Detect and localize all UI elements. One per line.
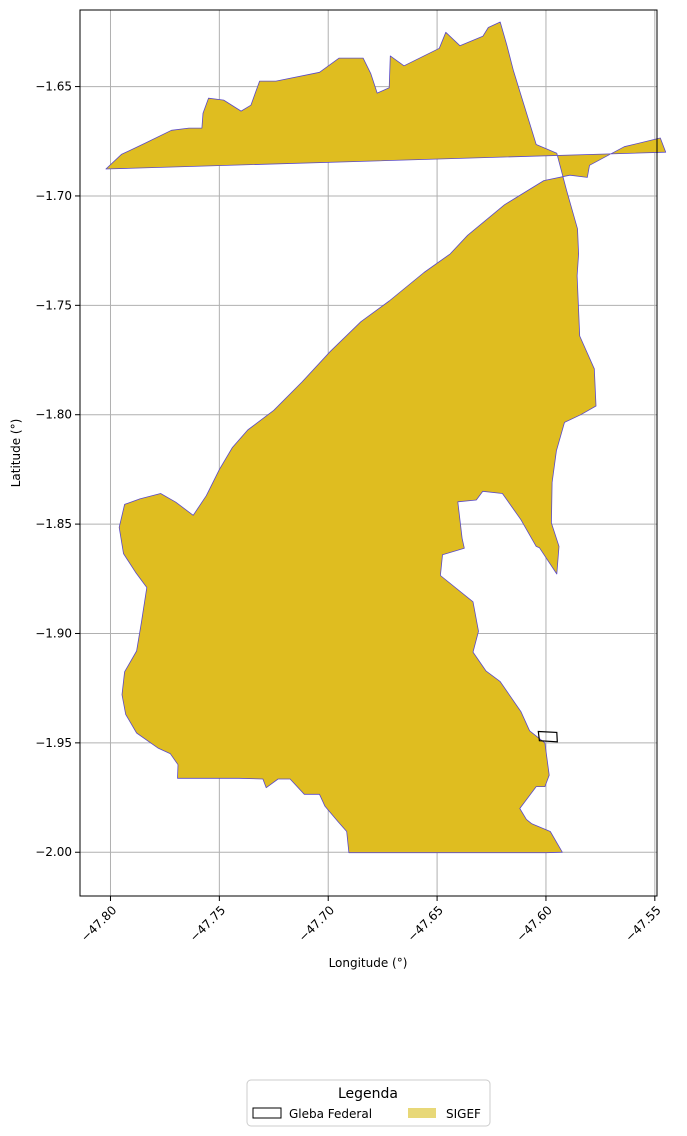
legend: Legenda Gleba Federal SIGEF (246, 1079, 491, 1127)
legend-title: Legenda (338, 1086, 398, 1102)
x-axis-label: Longitude (°) (329, 956, 408, 970)
y-tick-label: −1.90 (35, 626, 72, 640)
x-tick-label: −47.55 (622, 903, 663, 944)
plot-frame (79, 9, 658, 897)
gleba-federal-polygon (537, 730, 558, 743)
sigef-polygon (105, 21, 667, 854)
plot-area: −47.80 −47.75 −47.70 −47.65 −47.60 −47.55 −1.6… (35, 9, 667, 944)
legend-swatch-gleba-federal (252, 1107, 282, 1119)
x-tick-label: −47.65 (405, 903, 446, 944)
y-tick-label: −1.85 (35, 517, 72, 531)
legend-label-sigef: SIGEF (446, 1107, 481, 1121)
polygon-layer (105, 21, 667, 854)
x-tick-label: −47.75 (187, 903, 228, 944)
x-tick-label: −47.70 (296, 903, 337, 944)
x-tick-label: −47.80 (78, 903, 119, 944)
y-axis-label: Latitude (°) (9, 419, 23, 488)
x-tick-label: −47.60 (514, 903, 555, 944)
y-tick-label: −1.65 (35, 80, 72, 94)
y-tick-label: −2.00 (35, 845, 72, 859)
legend-label-gleba-federal: Gleba Federal (289, 1107, 372, 1121)
y-tick-label: −1.95 (35, 736, 72, 750)
y-tick-label: −1.70 (35, 189, 72, 203)
legend-swatch-sigef (408, 1108, 436, 1118)
y-tick-label: −1.75 (35, 298, 72, 312)
y-tick-label: −1.80 (35, 408, 72, 422)
